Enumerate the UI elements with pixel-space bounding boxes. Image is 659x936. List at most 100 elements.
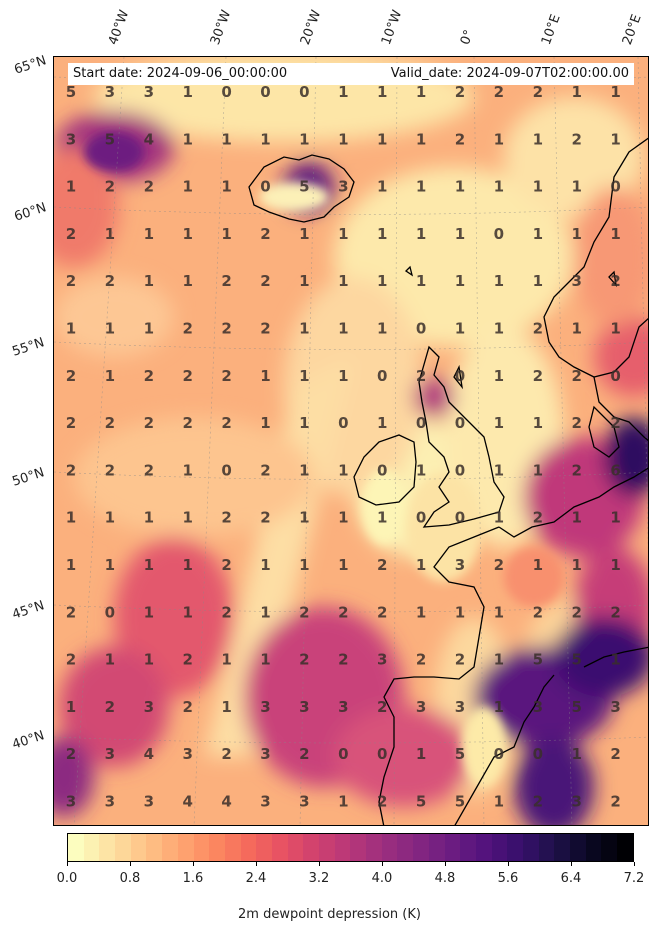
grid-value-label: 2 [533,320,543,338]
grid-value-label: 1 [66,178,76,196]
grid-value-label: 5 [533,651,543,669]
grid-value-label: 1 [533,556,543,574]
grid-value-label: 2 [221,367,231,385]
lon-label-0: 0° [457,27,478,47]
grid-value-label: 5 [66,83,76,101]
grid-value-label: 1 [571,178,581,196]
colorbar-tick-label: 1.6 [182,871,204,886]
grid-value-label: 1 [299,320,309,338]
great-britain-coast [418,345,505,528]
grid-value-label: 4 [144,745,154,763]
grid-value-label: 2 [66,651,76,669]
faroe-island [453,364,464,390]
grid-value-label: 1 [260,414,270,432]
grid-value-label: 5 [416,793,426,811]
colorbar-segment [366,834,382,861]
grid-value-label: 1 [571,320,581,338]
grid-value-label: 6 [610,461,620,479]
grid-value-label: 0 [221,83,231,101]
colorbar-segment [319,834,335,861]
colorbar-segment [115,834,131,861]
sweden-coast [593,376,648,442]
colorbar-segment [162,834,178,861]
grid-value-label: 1 [221,698,231,716]
grid-value-label: 0 [455,367,465,385]
grid-value-label: 1 [494,178,504,196]
colorbar-segment [193,834,210,861]
grid-value-label: 2 [144,367,154,385]
colorbar-segment [397,834,414,861]
grid-value-label: 2 [221,556,231,574]
grid-value-label: 0 [533,745,543,763]
grid-value-label: 3 [105,83,115,101]
grid-value-label: 1 [455,225,465,243]
grid-value-label: 1 [182,509,192,527]
grid-value-label: 2 [221,509,231,527]
colorbar-tick-mark [67,862,68,866]
iceland-coast [248,154,355,223]
grid-value-label: 1 [533,461,543,479]
grid-value-label: 1 [144,556,154,574]
lon-label-40w: 40°W [105,8,133,47]
grid-value-label: 2 [533,367,543,385]
grid-value-label: 1 [260,603,270,621]
grid-value-label: 2 [299,651,309,669]
colorbar-segment [209,834,225,861]
grid-value-label: 3 [571,793,581,811]
field-detail [84,132,564,787]
grid-value-label: 3 [66,793,76,811]
grid-value-label: 2 [182,651,192,669]
grid-value-label: 0 [260,83,270,101]
colorbar-segment [507,834,523,861]
colorbar [67,833,634,862]
grid-value-label: 1 [260,651,270,669]
grid-value-label: 1 [338,130,348,148]
grid-value-label: 1 [299,225,309,243]
lat-label-60n: 60°N [12,200,49,225]
grid-value-label: 1 [144,603,154,621]
grid-value-label: 1 [338,225,348,243]
grid-value-label: 1 [533,130,543,148]
grid-value-label: 2 [571,130,581,148]
grid-value-label: 2 [182,698,192,716]
colorbar-tick-label: 0.0 [56,871,78,886]
grid-value-label: 5 [571,698,581,716]
colorbar-segment [224,834,241,861]
grid-value-label: 3 [377,651,387,669]
lat-label-45n: 45°N [10,598,47,623]
grid-value-label: 2 [377,603,387,621]
colorbar-segment [177,834,194,861]
grid-value-label: 0 [377,461,387,479]
grid-value-label: 1 [66,698,76,716]
grid-value-label: 1 [571,556,581,574]
grid-value-label: 1 [571,225,581,243]
grid-value-label: 0 [377,367,387,385]
grid-value-label: 2 [377,698,387,716]
grid-value-label: 3 [66,130,76,148]
colorbar-segment [554,834,570,861]
grid-value-label: 1 [494,793,504,811]
grid-value-label: 2 [144,178,154,196]
grid-value-label: 2 [377,556,387,574]
grid-value-label: 3 [455,698,465,716]
grid-value-label: 1 [182,178,192,196]
grid-value-label: 1 [338,320,348,338]
grid-value-label: 1 [105,651,115,669]
grid-value-label: 2 [416,367,426,385]
grid-value-label: 1 [377,225,387,243]
grid-value-label: 3 [455,556,465,574]
grid-value-label: 2 [105,178,115,196]
grid-value-label: 1 [494,367,504,385]
colorbar-tick-mark [193,862,194,866]
colorbar-tick-label: 7.2 [623,871,645,886]
valid-date-label: Valid_date: 2024-09-07T02:00:00.00 [390,66,629,81]
grid-value-label: 4 [144,130,154,148]
grid-value-label: 1 [299,556,309,574]
grid-value-label: 1 [455,178,465,196]
colorbar-segment [271,834,288,861]
grid-value-label: 1 [533,225,543,243]
grid-value-label: 1 [182,83,192,101]
grid-value-label: 1 [610,225,620,243]
colorbar-segment [303,834,319,861]
grid-value-label: 1 [182,225,192,243]
